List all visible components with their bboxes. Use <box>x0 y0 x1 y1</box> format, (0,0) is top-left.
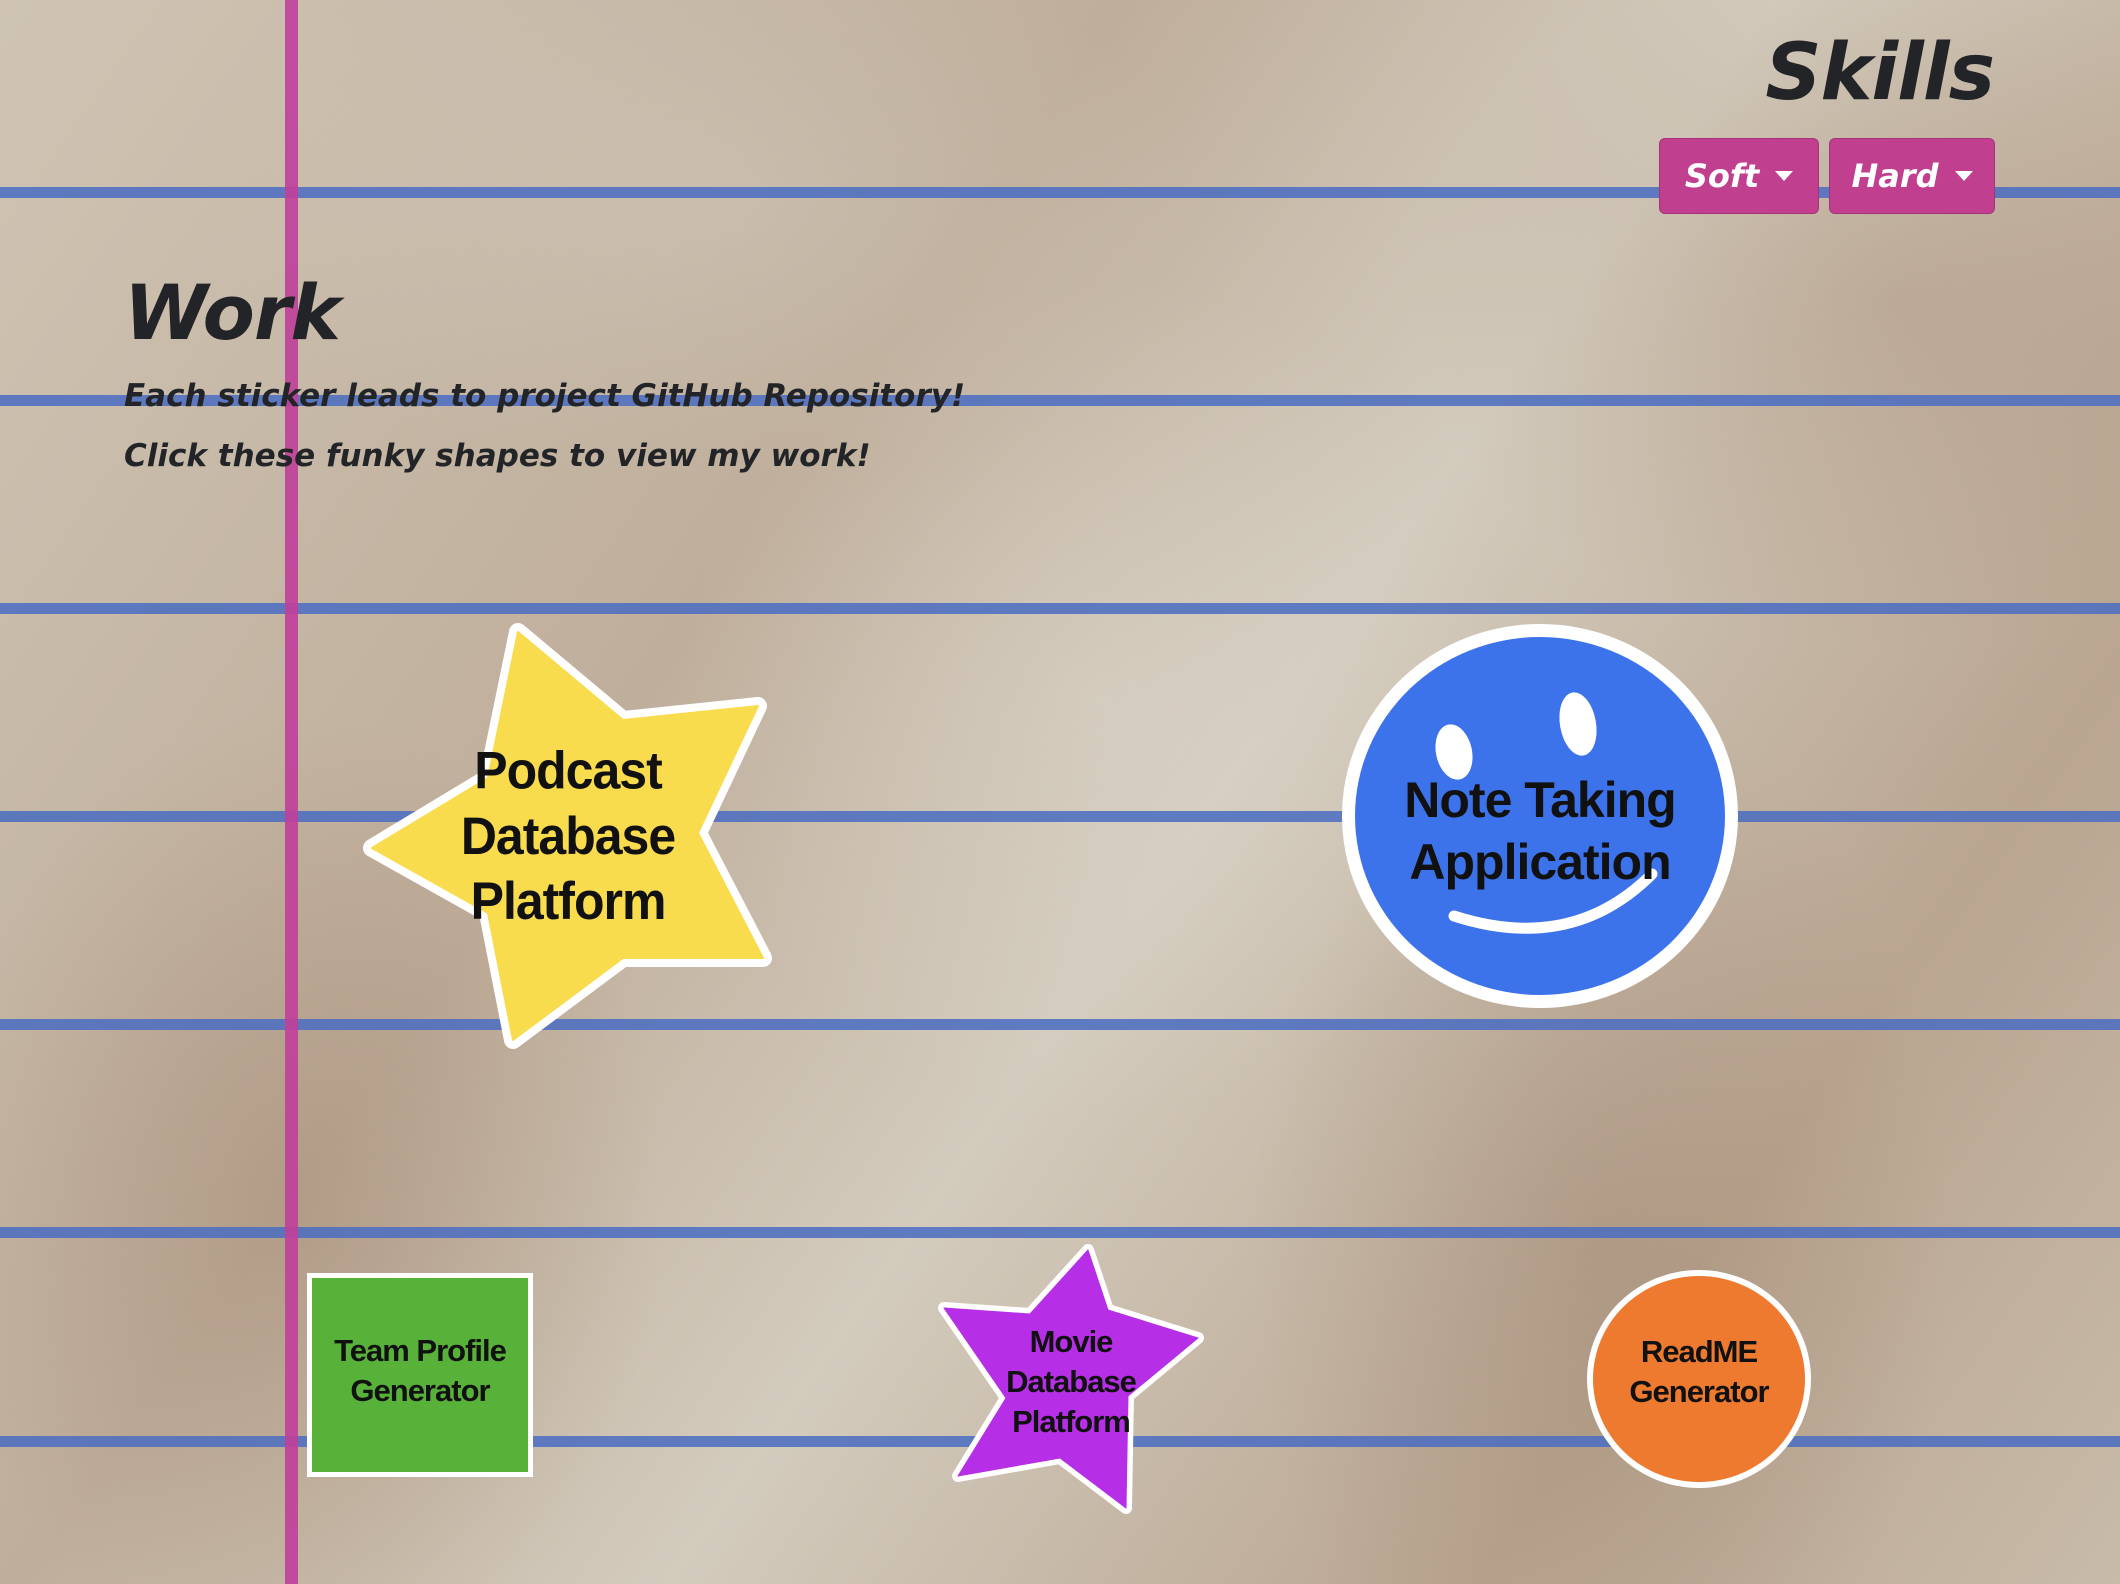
sticker-podcast-database-platform[interactable]: Podcast Database Platform <box>363 623 772 1049</box>
smiley-face-sticker-icon <box>1342 624 1738 1008</box>
sticker-label: Note Taking Application <box>1404 772 1676 890</box>
ruled-line <box>0 395 2120 406</box>
sticker-label: Team Profile Generator <box>334 1333 507 1408</box>
sticker-label: Movie Database Platform <box>1006 1324 1137 1439</box>
ruled-line <box>0 1227 2120 1238</box>
work-description-line: Each sticker leads to project GitHub Rep… <box>124 378 966 414</box>
sticker-label: ReadME Generator <box>1629 1334 1769 1409</box>
ruled-line <box>0 1019 2120 1030</box>
skills-dropdowns: Soft Hard <box>1659 138 1995 214</box>
sticker-readme-generator[interactable]: ReadME Generator <box>1587 1270 1811 1488</box>
skills-title: Skills <box>1765 28 1995 118</box>
purple-star-sticker-icon <box>938 1244 1204 1514</box>
hard-dropdown-label: Hard <box>1851 157 1939 195</box>
sticker-movie-database-platform[interactable]: Movie Database Platform <box>938 1244 1204 1514</box>
margin-line <box>285 0 298 1584</box>
soft-dropdown-label: Soft <box>1684 157 1760 195</box>
caret-down-icon <box>1775 171 1794 181</box>
ruled-line <box>0 187 2120 198</box>
soft-skills-dropdown[interactable]: Soft <box>1659 138 1819 214</box>
yellow-star-sticker-icon <box>363 623 772 1049</box>
caret-down-icon <box>1954 171 1973 181</box>
ruled-line <box>0 603 2120 614</box>
orange-circle-sticker-icon <box>1587 1270 1811 1488</box>
green-square-sticker-icon <box>307 1273 533 1477</box>
ruled-line <box>0 811 2120 822</box>
hard-skills-dropdown[interactable]: Hard <box>1829 138 1995 214</box>
sticker-note-taking-application[interactable]: Note Taking Application <box>1342 624 1738 1008</box>
work-title: Work <box>124 268 341 357</box>
sticker-label: Podcast Database Platform <box>460 741 676 931</box>
sticker-team-profile-generator[interactable]: Team Profile Generator <box>307 1273 533 1477</box>
work-description-line: Click these funky shapes to view my work… <box>124 438 871 474</box>
